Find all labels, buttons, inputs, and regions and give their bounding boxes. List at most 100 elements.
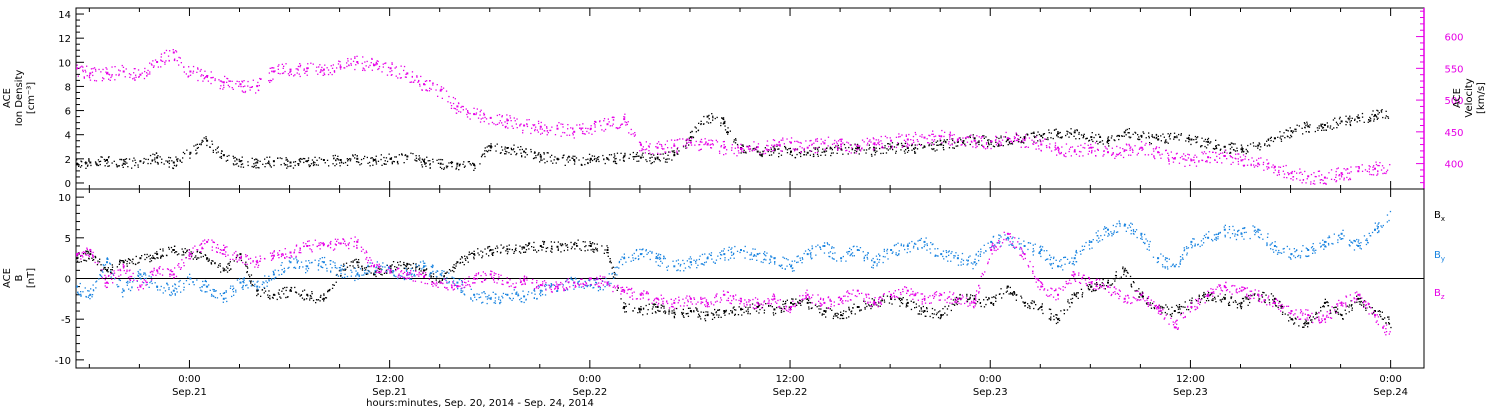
density-sample: [1374, 114, 1376, 116]
density-sample: [1091, 139, 1093, 141]
density-sample: [1048, 129, 1050, 131]
by-sample: [148, 275, 150, 277]
bx-sample: [1081, 294, 1083, 296]
by-sample: [317, 264, 319, 266]
bx-sample: [570, 241, 572, 244]
density-sample: [1218, 144, 1220, 146]
bx-sample: [88, 251, 90, 253]
density-sample: [1290, 134, 1292, 137]
by-sample: [257, 288, 259, 291]
bx-sample: [156, 251, 158, 253]
bx-sample: [485, 253, 488, 255]
bx-point: [1173, 310, 1176, 312]
velocity-sample: [1358, 166, 1360, 168]
by-sample: [98, 278, 100, 280]
bx-sample: [864, 306, 866, 309]
density-sample: [914, 146, 916, 149]
density-sample: [1110, 137, 1113, 139]
velocity-sample: [612, 119, 615, 121]
velocity-sample: [1071, 146, 1074, 148]
bx-point: [840, 314, 843, 317]
velocity-sample: [921, 134, 923, 136]
velocity-sample: [1209, 157, 1212, 159]
velocity-sample: [917, 140, 919, 143]
velocity-sample: [964, 144, 966, 147]
density-sample: [286, 158, 288, 161]
bx-sample: [515, 249, 517, 252]
density-sample: [425, 165, 427, 167]
velocity-sample: [1170, 151, 1172, 153]
by-sample: [320, 266, 323, 268]
by-sample: [129, 289, 132, 292]
density-sample: [206, 144, 208, 147]
bx-sample: [281, 290, 283, 292]
velocity-sample: [686, 142, 688, 144]
bx-sample: [280, 297, 282, 299]
bx-sample: [687, 315, 690, 317]
velocity-sample: [824, 149, 826, 151]
density-sample: [543, 153, 545, 155]
density-sample: [104, 165, 106, 167]
velocity-sample: [814, 152, 816, 154]
bx-sample: [247, 267, 249, 269]
velocity-sample: [1314, 183, 1316, 185]
velocity-sample: [1149, 144, 1151, 146]
velocity-sample: [562, 123, 564, 125]
bx-sample: [725, 310, 727, 313]
velocity-sample: [339, 64, 342, 66]
density-sample: [770, 148, 772, 150]
by-sample: [160, 285, 162, 288]
velocity-sample: [1159, 154, 1161, 156]
velocity-sample: [160, 53, 163, 55]
velocity-sample: [901, 146, 903, 148]
density-sample: [339, 165, 341, 167]
bx-sample: [1126, 271, 1128, 273]
velocity-sample: [546, 126, 548, 128]
density-sample: [307, 157, 310, 159]
velocity-point: [1173, 157, 1176, 160]
velocity-sample: [1035, 148, 1037, 150]
velocity-sample: [971, 141, 973, 143]
by-sample: [388, 267, 390, 269]
density-sample: [342, 162, 345, 164]
velocity-sample: [501, 115, 503, 117]
bx-sample: [607, 252, 609, 254]
bx-sample: [533, 249, 535, 251]
bx-sample: [1247, 298, 1249, 300]
bx-sample: [395, 268, 397, 271]
bx-point: [389, 265, 392, 268]
velocity-sample: [929, 142, 931, 145]
bx-sample: [584, 246, 586, 248]
density-sample: [822, 148, 824, 150]
bx-sample: [186, 250, 188, 252]
velocity-sample: [928, 134, 930, 136]
bx-sample: [742, 308, 744, 310]
bx-sample: [875, 302, 877, 304]
density-sample: [167, 161, 169, 163]
velocity-sample: [1304, 170, 1306, 173]
density-sample: [591, 159, 594, 162]
velocity-sample: [647, 145, 650, 147]
bx-sample: [1133, 282, 1135, 284]
bx-sample: [820, 308, 822, 310]
density-sample: [1329, 125, 1332, 127]
bx-sample: [465, 259, 467, 261]
velocity-sample: [749, 145, 751, 148]
velocity-sample: [429, 80, 431, 82]
bx-sample: [368, 265, 370, 268]
velocity-sample: [1037, 145, 1040, 147]
bx-sample: [673, 315, 675, 318]
density-sample: [614, 158, 616, 160]
bx-sample: [93, 258, 95, 261]
bx-sample: [83, 253, 85, 255]
velocity-sample: [143, 77, 146, 80]
velocity-sample: [866, 137, 868, 140]
bx-sample: [550, 250, 552, 252]
bx-sample: [713, 316, 716, 319]
velocity-sample: [590, 125, 592, 127]
bx-sample: [799, 302, 801, 305]
density-sample: [1323, 129, 1325, 131]
velocity-sample: [476, 108, 478, 110]
by-sample: [287, 267, 289, 269]
bx-sample: [866, 305, 868, 308]
